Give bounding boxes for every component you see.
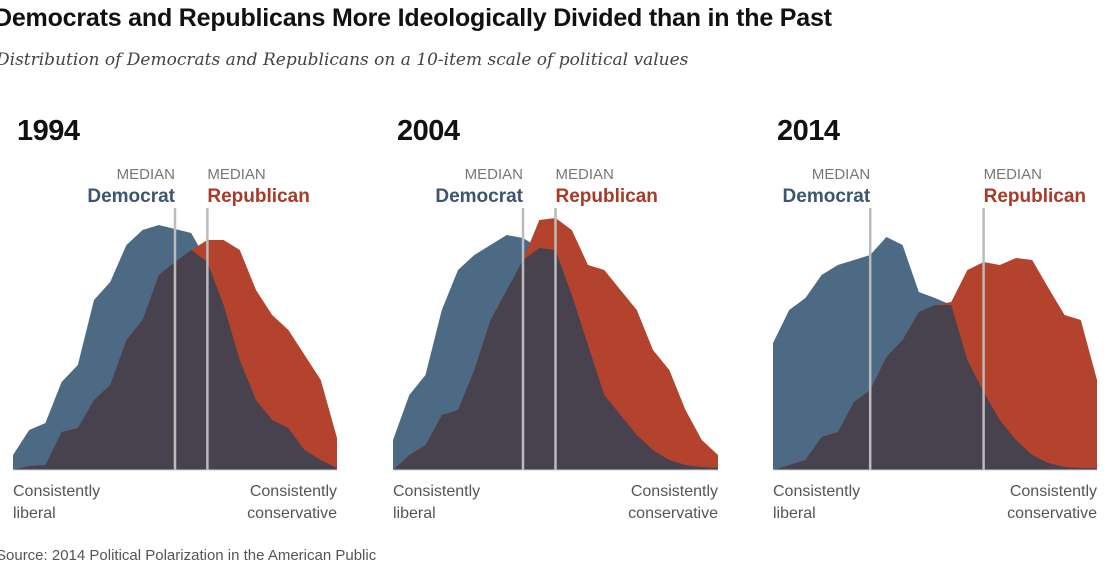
panel-year-title: 1994 xyxy=(17,115,80,147)
republican-median-caption: MEDIAN xyxy=(556,166,614,183)
democrat-median-caption: MEDIAN xyxy=(812,166,870,183)
axis-right-label: conservative xyxy=(628,505,718,522)
axis-left-label: Consistently xyxy=(773,483,860,500)
axis-right-label: Consistently xyxy=(1010,483,1097,500)
republican-median-caption: MEDIAN xyxy=(207,166,265,183)
republican-median-label: Republican xyxy=(984,186,1086,207)
axis-right-label: Consistently xyxy=(250,483,337,500)
axis-left-label: liberal xyxy=(13,505,56,522)
axis-right-label: Consistently xyxy=(631,483,718,500)
democrat-median-label: Democrat xyxy=(87,186,175,207)
republican-median-label: Republican xyxy=(556,186,658,207)
axis-left-label: Consistently xyxy=(393,483,480,500)
democrat-median-label: Democrat xyxy=(435,186,523,207)
democrat-median-caption: MEDIAN xyxy=(117,166,175,183)
axis-right-label: conservative xyxy=(1007,505,1097,522)
axis-left-label: liberal xyxy=(393,505,436,522)
axis-right-label: conservative xyxy=(247,505,337,522)
panel-year-title: 2004 xyxy=(397,115,460,147)
democrat-median-caption: MEDIAN xyxy=(465,166,523,183)
chart-subtitle: Distribution of Democrats and Republican… xyxy=(0,50,689,70)
panel-year-title: 2014 xyxy=(777,115,840,147)
chart-title: Democrats and Republicans More Ideologic… xyxy=(0,4,832,32)
source-note: Source: 2014 Political Polarization in t… xyxy=(0,547,377,564)
axis-left-label: liberal xyxy=(773,505,816,522)
axis-left-label: Consistently xyxy=(13,483,100,500)
republican-median-label: Republican xyxy=(207,186,309,207)
republican-median-caption: MEDIAN xyxy=(984,166,1042,183)
overlap-area xyxy=(773,305,1097,470)
democrat-median-label: Democrat xyxy=(783,186,871,207)
